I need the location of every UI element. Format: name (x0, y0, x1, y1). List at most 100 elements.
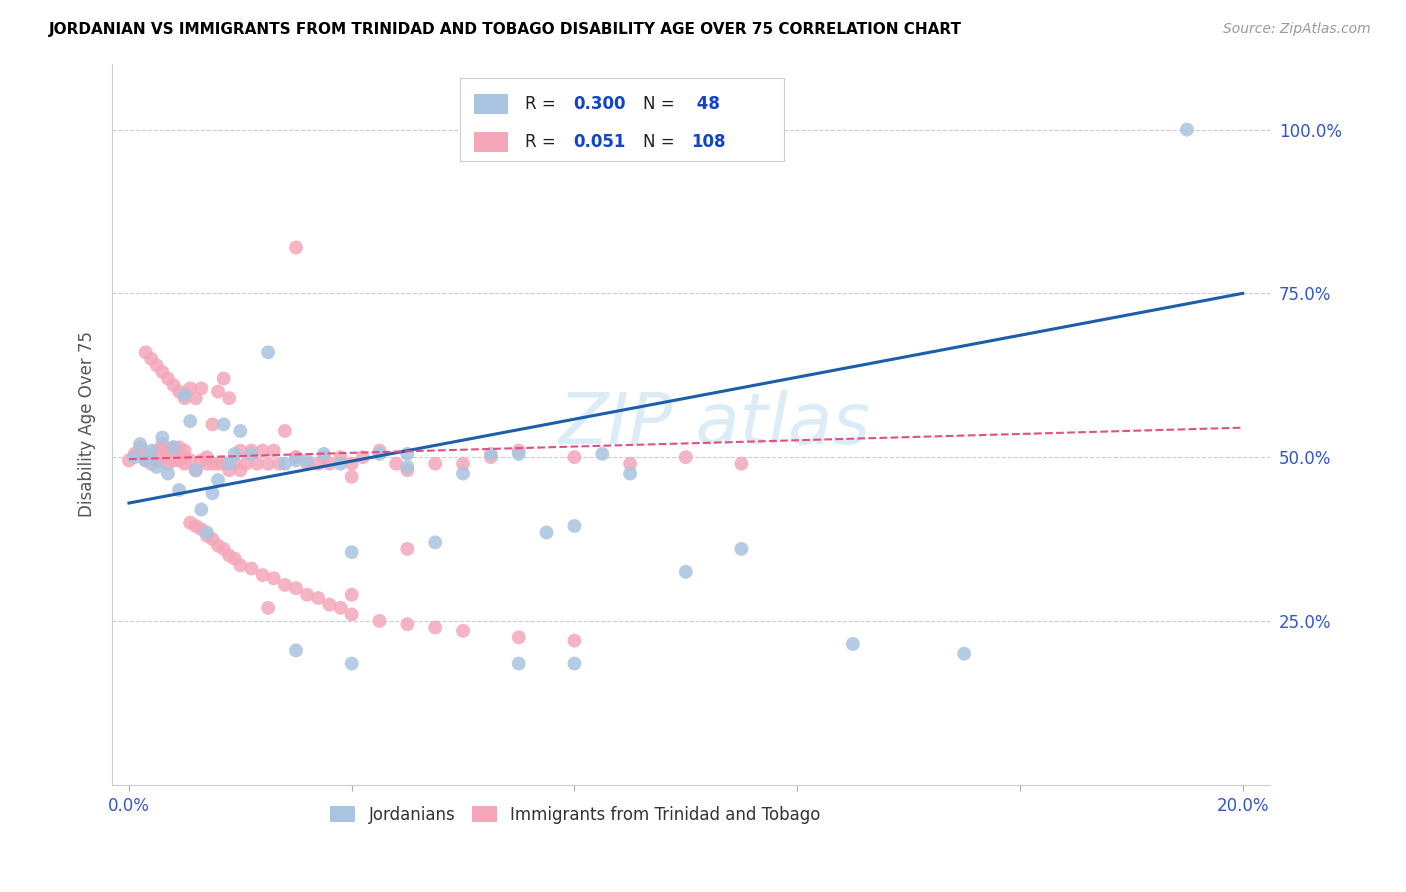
Point (195, 457, 218, 471)
Text: ZIP atlas: ZIP atlas (558, 390, 870, 458)
Point (162, 441, 184, 455)
Point (162, 441, 184, 455)
Point (842, 637, 865, 651)
Point (218, 463, 240, 477)
Point (240, 447, 263, 461)
Text: R =: R = (524, 134, 565, 152)
Point (619, 467, 641, 481)
Point (173, 457, 195, 471)
Point (368, 614, 391, 628)
Point (146, 443, 169, 458)
Point (229, 463, 252, 477)
Point (318, 598, 340, 612)
Point (312, 447, 335, 461)
Point (329, 457, 352, 471)
Point (591, 447, 613, 461)
Point (536, 525, 558, 540)
Point (167, 384, 190, 399)
Point (146, 359, 169, 373)
Point (124, 447, 146, 461)
Point (269, 457, 291, 471)
Point (201, 532, 224, 546)
Point (141, 457, 163, 471)
Point (218, 457, 240, 471)
Point (173, 443, 195, 458)
Point (329, 600, 352, 615)
Point (285, 450, 308, 465)
Text: JORDANIAN VS IMMIGRANTS FROM TRINIDAD AND TOBAGO DISABILITY AGE OVER 75 CORRELAT: JORDANIAN VS IMMIGRANTS FROM TRINIDAD AN… (49, 22, 962, 37)
Point (156, 371, 179, 385)
Point (167, 447, 190, 461)
Point (295, 588, 318, 602)
Point (184, 463, 207, 477)
Point (162, 453, 184, 467)
Point (150, 430, 173, 444)
Point (451, 457, 474, 471)
Bar (474, 132, 509, 153)
Text: 108: 108 (692, 134, 725, 152)
Point (201, 417, 224, 432)
Point (229, 558, 252, 573)
Point (252, 443, 274, 458)
Point (179, 414, 201, 428)
Point (274, 424, 297, 438)
Text: Source: ZipAtlas.com: Source: ZipAtlas.com (1223, 22, 1371, 37)
Point (340, 545, 363, 559)
Bar (474, 95, 509, 114)
Point (212, 457, 235, 471)
Point (508, 657, 530, 671)
Point (263, 443, 285, 458)
Point (257, 345, 280, 359)
Point (425, 535, 447, 549)
Point (224, 551, 246, 566)
Point (224, 447, 246, 461)
Point (564, 450, 586, 465)
Point (285, 643, 308, 657)
Legend: Jordanians, Immigrants from Trinidad and Tobago: Jordanians, Immigrants from Trinidad and… (323, 799, 827, 830)
Point (396, 460, 419, 475)
Point (218, 391, 240, 405)
Point (396, 463, 419, 477)
Point (218, 549, 240, 563)
Point (451, 467, 474, 481)
Point (135, 453, 157, 467)
Point (295, 453, 318, 467)
Point (285, 581, 308, 595)
Point (141, 443, 163, 458)
Text: 0.300: 0.300 (574, 95, 626, 113)
Point (195, 529, 218, 543)
Point (285, 450, 308, 465)
Point (318, 457, 340, 471)
Point (179, 453, 201, 467)
Point (285, 453, 308, 467)
Point (162, 447, 184, 461)
Point (150, 450, 173, 465)
Point (179, 516, 201, 530)
Text: R =: R = (524, 95, 561, 113)
Point (508, 447, 530, 461)
Point (135, 345, 157, 359)
Point (146, 460, 169, 475)
Point (340, 657, 363, 671)
Point (190, 453, 212, 467)
Point (257, 600, 280, 615)
Point (156, 467, 179, 481)
Point (173, 391, 195, 405)
Point (285, 240, 308, 254)
Point (195, 525, 218, 540)
Point (124, 450, 146, 465)
Point (425, 620, 447, 634)
Text: 48: 48 (692, 95, 720, 113)
Point (150, 443, 173, 458)
Point (479, 450, 502, 465)
Point (246, 457, 269, 471)
Point (425, 457, 447, 471)
Point (184, 463, 207, 477)
Point (141, 351, 163, 366)
Point (150, 437, 173, 451)
Point (508, 443, 530, 458)
Text: 0.051: 0.051 (574, 134, 626, 152)
Point (730, 457, 752, 471)
Point (212, 541, 235, 556)
Point (675, 450, 697, 465)
